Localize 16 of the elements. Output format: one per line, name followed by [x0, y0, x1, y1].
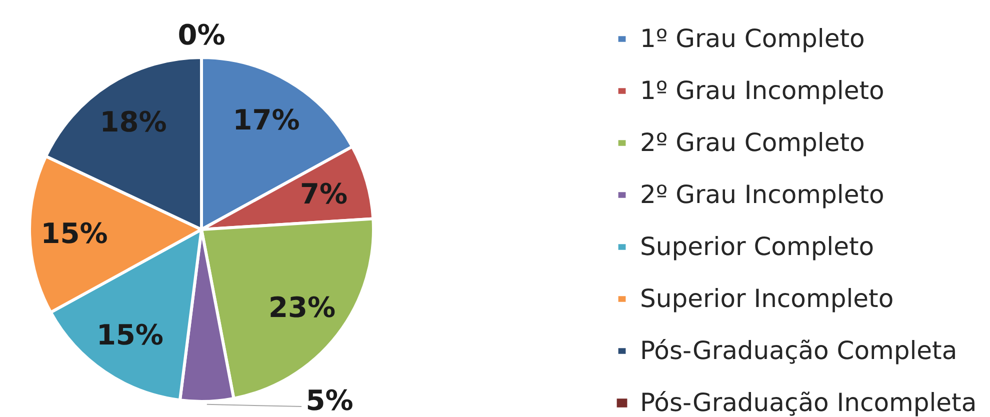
- legend-label: 2º Grau Incompleto: [640, 180, 884, 209]
- legend-label: Superior Incompleto: [640, 284, 894, 313]
- legend-label: 1º Grau Completo: [640, 24, 865, 53]
- data-label: 18%: [100, 106, 167, 139]
- data-label: 5%: [306, 384, 354, 417]
- text: 0%: [178, 18, 226, 52]
- legend-label: Superior Completo: [640, 232, 874, 261]
- legend-label: Pós-Graduação Completa: [640, 336, 958, 365]
- data-label: 15%: [40, 217, 108, 250]
- legend-label: Pós-Graduação Incompleta: [640, 388, 977, 417]
- data-label: 17%: [232, 103, 300, 136]
- legend-label: 2º Grau Completo: [640, 128, 865, 157]
- data-label: 15%: [96, 318, 164, 352]
- legend-label: 1º Grau Incompleto: [640, 76, 884, 105]
- data-label: 23%: [268, 291, 336, 324]
- data-label: 7%: [300, 177, 348, 210]
